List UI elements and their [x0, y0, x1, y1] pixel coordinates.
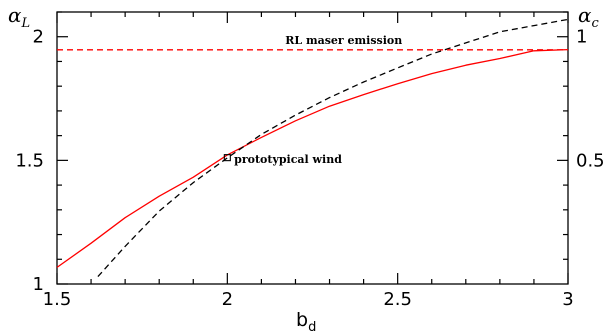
y-left-tick-label: 2 [33, 27, 44, 48]
y-right-tick-label: 0.5 [576, 150, 605, 171]
y-axis-left-title: αL [8, 3, 30, 31]
x-tick-label: 2.5 [383, 289, 412, 310]
plot-frame [56, 11, 569, 285]
x-tick-label: 2 [222, 289, 233, 310]
annotation-label: RL maser emission [285, 34, 402, 47]
tick-marks [56, 11, 569, 285]
x-tick-label: 3 [562, 289, 573, 310]
annotations: RL maser emission prototypical wind [223, 34, 402, 166]
annotation-label: prototypical wind [234, 153, 342, 166]
annotation-marker [223, 154, 231, 162]
tick-labels: 1.5 2 2.5 311.520.51 [15, 27, 604, 310]
series-lines [56, 18, 569, 278]
series-line-1 [56, 48, 569, 268]
y-left-tick-label: 1 [33, 274, 44, 295]
series-line-2 [97, 18, 569, 278]
y-axis-right-title: αc [578, 3, 600, 31]
y-right-tick-label: 1 [576, 27, 587, 48]
x-tick-label: 1.5 [43, 289, 72, 310]
y-left-tick-label: 1.5 [15, 150, 44, 171]
x-axis-title: bd [296, 309, 316, 333]
